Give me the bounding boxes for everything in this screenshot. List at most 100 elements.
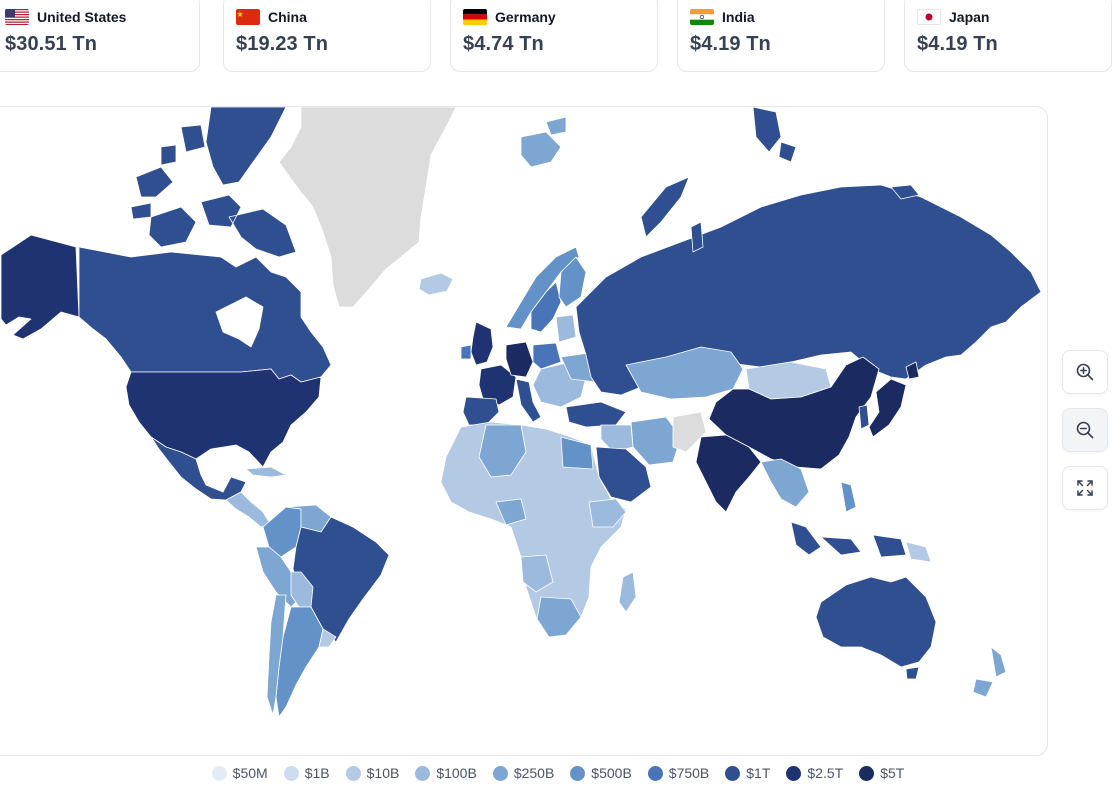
country-finland[interactable] xyxy=(558,256,587,308)
card-india[interactable]: India $4.19 Tn xyxy=(677,0,885,72)
country-indonesia[interactable] xyxy=(790,521,907,558)
country-chile[interactable] xyxy=(266,594,287,716)
country-philippines[interactable] xyxy=(840,481,857,513)
country-united-states[interactable] xyxy=(125,368,322,468)
country-cuba[interactable] xyxy=(245,466,287,478)
card-china[interactable]: China $19.23 Tn xyxy=(223,0,431,72)
country-mexico[interactable] xyxy=(150,436,247,501)
country-afghanistan[interactable] xyxy=(672,411,707,453)
country-russia-islands[interactable] xyxy=(640,107,920,253)
card-country-name: China xyxy=(268,9,307,25)
legend-item-1t[interactable]: $1T xyxy=(725,765,770,781)
zoom-in-button[interactable] xyxy=(1062,350,1108,394)
country-kazakhstan[interactable] xyxy=(625,346,744,400)
country-canada[interactable] xyxy=(78,246,332,383)
country-tasmania[interactable] xyxy=(905,666,920,680)
card-gdp-value: $30.51 Tn xyxy=(5,33,98,55)
legend-swatch xyxy=(647,765,663,781)
legend-label: $250B xyxy=(513,765,555,781)
legend-swatch xyxy=(570,765,586,781)
country-france[interactable] xyxy=(478,364,517,406)
country-japan[interactable] xyxy=(868,361,920,438)
legend-swatch xyxy=(859,765,875,781)
legend-label: $750B xyxy=(668,765,710,781)
legend-item-1b[interactable]: $1B xyxy=(283,765,330,781)
card-country-name: Germany xyxy=(495,9,556,25)
gdp-legend: $50M $1B $10B $100B $250B $500B $750B $1… xyxy=(0,760,1116,786)
zoom-out-button[interactable] xyxy=(1062,408,1108,452)
card-japan[interactable]: Japan $4.19 Tn xyxy=(904,0,1112,72)
country-sweden[interactable] xyxy=(530,281,562,333)
country-uruguay[interactable] xyxy=(318,628,337,648)
country-australia[interactable] xyxy=(815,576,937,668)
legend-swatch xyxy=(492,765,508,781)
world-map[interactable] xyxy=(1,107,1047,755)
expand-icon xyxy=(1077,480,1093,496)
country-south-africa[interactable] xyxy=(536,596,582,638)
legend-swatch xyxy=(725,765,741,781)
country-baltics[interactable] xyxy=(555,314,577,343)
country-svalbard[interactable] xyxy=(520,116,567,168)
legend-item-2-5t[interactable]: $2.5T xyxy=(786,765,843,781)
country-nigeria[interactable] xyxy=(495,498,527,526)
country-united-states-alaska[interactable] xyxy=(1,234,80,340)
country-canada-islands[interactable] xyxy=(130,107,297,258)
us-flag-icon xyxy=(5,9,29,25)
country-southeast-asia[interactable] xyxy=(760,458,810,508)
country-greenland[interactable] xyxy=(278,107,457,308)
country-india[interactable] xyxy=(695,434,762,513)
country-germany[interactable] xyxy=(505,341,534,378)
country-egypt[interactable] xyxy=(560,436,594,470)
legend-label: $100B xyxy=(436,765,477,781)
legend-item-50m[interactable]: $50M xyxy=(211,765,268,781)
legend-item-100b[interactable]: $100B xyxy=(415,765,477,781)
country-papua-new-guinea[interactable] xyxy=(905,541,932,563)
legend-label: $2.5T xyxy=(807,765,844,781)
country-poland[interactable] xyxy=(532,342,562,370)
legend-label: $1T xyxy=(746,765,771,781)
country-south-korea[interactable] xyxy=(858,404,870,430)
legend-label: $1B xyxy=(304,765,330,781)
legend-label: $10B xyxy=(366,765,400,781)
legend-label: $5T xyxy=(880,765,905,781)
legend-item-250b[interactable]: $250B xyxy=(492,765,555,781)
legend-item-10b[interactable]: $10B xyxy=(345,765,400,781)
card-gdp-value: $19.23 Tn xyxy=(236,33,329,55)
card-united-states[interactable]: United States $30.51 Tn xyxy=(0,0,200,72)
country-algeria[interactable] xyxy=(478,424,527,478)
country-ireland[interactable] xyxy=(460,344,472,360)
jp-flag-icon xyxy=(917,9,941,25)
zoom-in-icon xyxy=(1076,363,1094,381)
country-norway[interactable] xyxy=(505,246,580,330)
country-united-kingdom[interactable] xyxy=(470,321,494,366)
country-new-zealand[interactable] xyxy=(972,646,1007,698)
country-iceland[interactable] xyxy=(418,272,454,296)
de-flag-icon xyxy=(463,9,487,25)
legend-item-5t[interactable]: $5T xyxy=(859,765,904,781)
country-ethiopia-kenya[interactable] xyxy=(588,498,627,528)
legend-swatch xyxy=(283,765,299,781)
fit-to-screen-button[interactable] xyxy=(1062,466,1108,510)
country-north-africa[interactable] xyxy=(440,421,627,638)
legend-item-750b[interactable]: $750B xyxy=(647,765,710,781)
top-economies-cards: United States $30.51 Tn China $19.23 Tn xyxy=(0,0,1116,74)
legend-swatch xyxy=(415,765,431,781)
legend-swatch xyxy=(786,765,802,781)
country-madagascar[interactable] xyxy=(618,571,637,613)
card-germany[interactable]: Germany $4.74 Tn xyxy=(450,0,658,72)
country-turkey[interactable] xyxy=(565,401,627,428)
country-spain[interactable] xyxy=(462,396,500,426)
card-country-name: United States xyxy=(37,9,127,25)
country-angola-region[interactable] xyxy=(520,554,554,593)
legend-swatch xyxy=(345,765,361,781)
in-flag-icon xyxy=(690,9,714,25)
country-central-america[interactable] xyxy=(225,491,272,528)
world-gdp-map-panel[interactable] xyxy=(0,106,1048,756)
card-country-name: India xyxy=(722,9,755,25)
legend-swatch xyxy=(211,765,227,781)
country-italy[interactable] xyxy=(515,378,542,423)
cn-flag-icon xyxy=(236,9,260,25)
legend-label: $500B xyxy=(591,765,632,781)
legend-item-500b[interactable]: $500B xyxy=(570,765,632,781)
legend-label: $50M xyxy=(232,765,268,781)
